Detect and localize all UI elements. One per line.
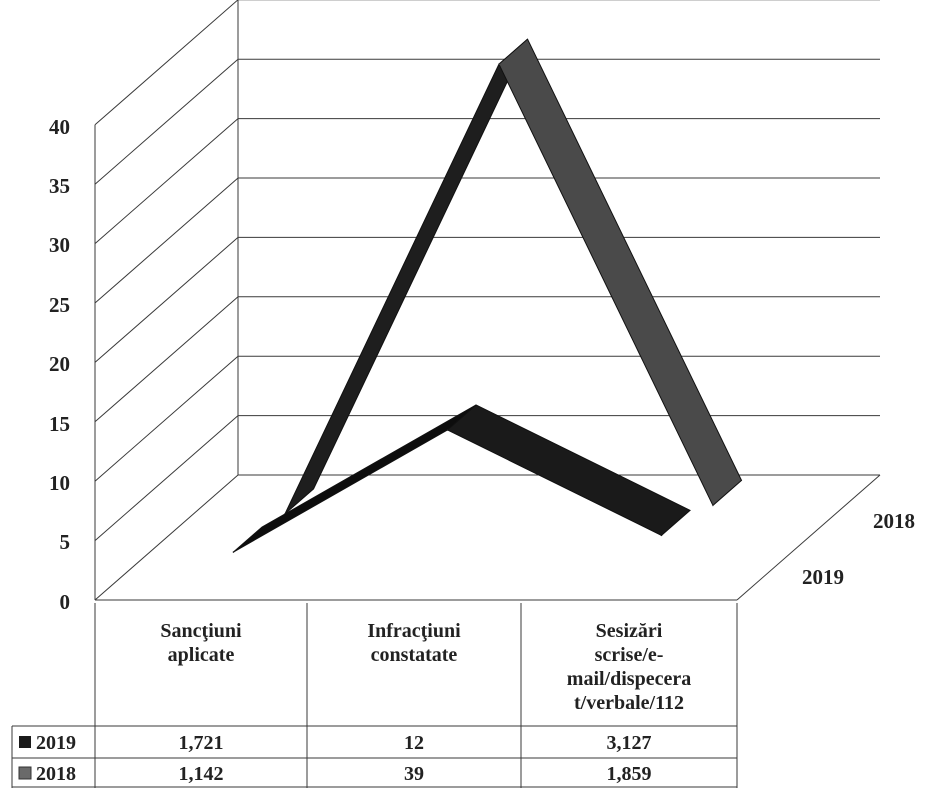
y-tick-label: 35: [49, 174, 70, 198]
data-point: [498, 63, 500, 65]
floor-right-edge: [736, 474, 881, 601]
table-cell: 1,142: [179, 763, 224, 785]
legend-key-2018: 2018: [36, 763, 76, 785]
category-label-line: Sancţiuni: [160, 620, 242, 642]
y-tick-label: 15: [49, 412, 70, 436]
data-point: [712, 504, 714, 507]
y-tick-label: 30: [49, 233, 70, 257]
y-tick-label: 5: [60, 530, 71, 554]
series-2019: [232, 404, 691, 553]
data-point: [660, 534, 663, 537]
legend-key-2018-icon: [18, 766, 32, 780]
y-tick-label: 25: [49, 293, 70, 317]
category-label-line: mail/dispecera: [567, 668, 691, 690]
ribbon-segment: [498, 38, 743, 507]
chart-gridlines: [94, 0, 881, 601]
ribbon-segment: [446, 404, 691, 536]
legend-key-2019: 2019: [36, 732, 76, 754]
gridline: [94, 118, 880, 244]
gridline: [94, 474, 880, 601]
category-label-line: scrise/e-: [595, 644, 664, 666]
table-cell: 3,127: [607, 732, 652, 754]
gridline: [94, 177, 880, 304]
series-2018: [284, 38, 743, 515]
gridline: [94, 296, 880, 423]
table-cell: 1,721: [179, 732, 224, 754]
depth-label-2019: 2019: [802, 565, 844, 589]
y-tick-label: 20: [49, 352, 70, 376]
data-table: Sancţiuni aplicate Infracţiuni constatate …: [11, 603, 738, 788]
gridline: [94, 236, 880, 363]
y-tick-label: 40: [49, 115, 70, 139]
table-cell: 39: [404, 763, 424, 785]
series-ribbons: [232, 38, 743, 553]
category-label-sesizari: Sesizări scrise/e-mail/dispecera t/verbale…: [567, 620, 691, 714]
y-tick-label: 10: [49, 471, 70, 495]
gridline: [94, 0, 880, 126]
category-label-line: aplicate: [168, 644, 235, 666]
category-label-infractiuni: Infracţiuni constatate: [367, 620, 461, 666]
table-cell: 1,859: [607, 763, 652, 785]
category-label-line: Infracţiuni: [367, 620, 461, 642]
category-label-sanctiuni: Sancţiuni aplicate: [160, 620, 242, 666]
category-label-line: t/verbale/112: [574, 692, 684, 714]
depth-axis-labels: 2019 2018: [802, 509, 915, 589]
table-cell: 12: [404, 732, 424, 754]
data-point: [446, 429, 449, 431]
category-label-line: Sesizări: [596, 620, 663, 642]
ribbon-segment: [233, 404, 477, 553]
depth-label-2018: 2018: [873, 509, 915, 533]
data-point: [232, 551, 235, 553]
y-axis-ticks: 0 5 10 15 20 25 30 35 40: [49, 115, 70, 614]
category-label-line: constatate: [371, 644, 458, 666]
legend-key-2019-icon: [19, 736, 31, 748]
y-tick-label: 0: [60, 590, 71, 614]
